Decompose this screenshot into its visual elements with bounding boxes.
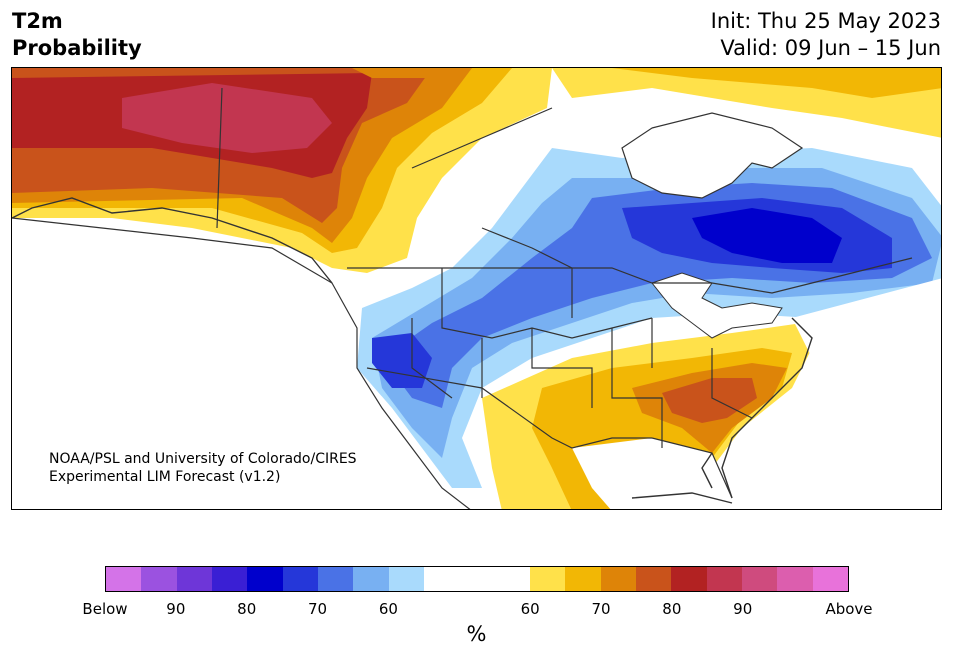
colorbar-tick-label: 90 bbox=[166, 600, 186, 618]
map-title: T2m Probability bbox=[12, 8, 142, 62]
colorbar-cell-above-6 bbox=[741, 567, 778, 591]
colorbar-cell-below-6 bbox=[317, 567, 354, 591]
colorbar-ticks: Below 90 80 70 60 60 70 80 90 Above bbox=[82, 600, 872, 620]
gulf-of-mexico bbox=[572, 438, 732, 509]
colorbar-tick-label: 80 bbox=[662, 600, 682, 618]
colorbar-cell-below-1 bbox=[141, 567, 177, 591]
colorbar-cell-below-4 bbox=[247, 567, 283, 591]
forecast-dates: Init: Thu 25 May 2023 Valid: 09 Jun – 15… bbox=[711, 8, 941, 62]
pacific-ocean bbox=[12, 218, 461, 509]
colorbar-tick-label: Below bbox=[82, 600, 128, 618]
colorbar-tick-label: 80 bbox=[237, 600, 257, 618]
colorbar-cell-above-1 bbox=[565, 567, 601, 591]
below-90-southwest bbox=[372, 333, 432, 388]
colorbar-cell-above-5 bbox=[706, 567, 742, 591]
colorbar-cell-below-3 bbox=[211, 567, 248, 591]
colorbar-tick-label: Above bbox=[825, 600, 873, 618]
below-95 bbox=[692, 208, 842, 263]
colorbar-tick-label: 70 bbox=[308, 600, 328, 618]
coastlines bbox=[12, 197, 813, 504]
above-max-west bbox=[122, 83, 332, 153]
init-date: Init: Thu 25 May 2023 bbox=[710, 9, 941, 33]
atlantic-ocean bbox=[732, 278, 941, 509]
title-line-variable: T2m bbox=[12, 9, 63, 33]
colorbar-tick-label: 60 bbox=[520, 600, 540, 618]
colorbar-cell-above-4 bbox=[671, 567, 707, 591]
credit-line-1: NOAA/PSL and University of Colorado/CIRE… bbox=[49, 451, 357, 467]
colorbar bbox=[105, 566, 849, 592]
colorbar-cell-below-8 bbox=[388, 567, 424, 591]
colorbar-tick-label: 70 bbox=[591, 600, 611, 618]
colorbar-cell-above-0 bbox=[529, 567, 566, 591]
colorbar-tick-label: 60 bbox=[378, 600, 398, 618]
map-panel bbox=[11, 67, 942, 510]
colorbar-cell-below-2 bbox=[176, 567, 212, 591]
colorbar-cell-below-0 bbox=[106, 567, 142, 591]
colorbar-cell-above-3 bbox=[635, 567, 672, 591]
colorbar-cell-above-8 bbox=[812, 567, 848, 591]
probability-map bbox=[12, 68, 941, 509]
colorbar-cell-below-5 bbox=[282, 567, 318, 591]
above-90-southeast bbox=[662, 378, 757, 423]
data-credit: NOAA/PSL and University of Colorado/CIRE… bbox=[49, 450, 357, 486]
above-80-arctic bbox=[352, 68, 472, 78]
colorbar-cell-below-7 bbox=[353, 567, 389, 591]
colorbar-units: % bbox=[466, 622, 487, 646]
colorbar-cell-above-7 bbox=[777, 567, 813, 591]
colorbar-tick-label: 90 bbox=[733, 600, 753, 618]
valid-range: Valid: 09 Jun – 15 Jun bbox=[720, 36, 941, 60]
above-70-arctic bbox=[612, 68, 941, 98]
colorbar-cell-neutral bbox=[423, 567, 530, 591]
political-borders bbox=[12, 87, 913, 509]
hudson-bay bbox=[621, 112, 804, 199]
colorbar-cell-above-2 bbox=[600, 567, 636, 591]
title-line-quantity: Probability bbox=[12, 36, 142, 60]
credit-line-2: Experimental LIM Forecast (v1.2) bbox=[49, 469, 281, 485]
